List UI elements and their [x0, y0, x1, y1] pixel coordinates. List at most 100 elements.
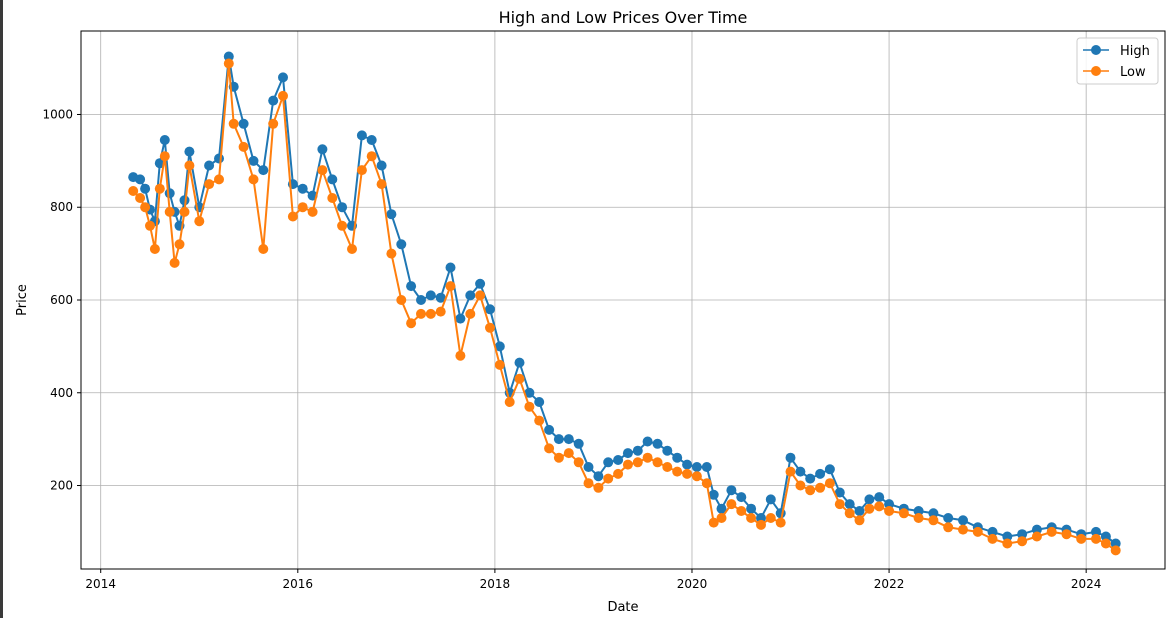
data-point-low — [583, 478, 594, 489]
x-axis: 2014 2016 2018 2020 2022 2024 — [85, 569, 1101, 591]
data-point-low — [140, 202, 151, 213]
data-point-low — [834, 499, 845, 510]
data-point-low — [435, 306, 446, 317]
data-point-low — [297, 202, 308, 213]
data-point-low — [238, 141, 249, 152]
data-point-high — [583, 462, 594, 472]
data-point-low — [898, 508, 909, 519]
x-tick-label: 2018 — [480, 577, 511, 591]
series-line-low — [132, 62, 1117, 552]
data-point-low — [765, 513, 776, 523]
data-point-low — [128, 186, 139, 196]
figure-background — [3, 0, 1174, 618]
data-point-low — [662, 462, 673, 472]
data-point-high — [524, 387, 535, 398]
data-point-low — [179, 206, 190, 217]
data-point-low — [1046, 526, 1057, 537]
data-point-low — [169, 257, 180, 268]
data-point-low — [1100, 538, 1111, 549]
data-point-low — [307, 206, 318, 217]
data-point-high — [864, 494, 875, 505]
data-point-low — [1110, 545, 1121, 556]
data-point-high — [736, 492, 747, 503]
data-point-low — [1017, 536, 1028, 547]
data-point-low — [1061, 529, 1072, 540]
data-point-high — [672, 452, 683, 463]
chart-title: High and Low Prices Over Time — [499, 8, 748, 27]
data-point-high — [593, 471, 604, 482]
data-point-low — [1031, 531, 1042, 542]
data-point-high — [544, 424, 555, 435]
data-point-high — [223, 51, 234, 62]
data-point-low — [425, 308, 436, 319]
y-tick-label: 200 — [50, 479, 73, 493]
data-point-high — [258, 165, 269, 176]
data-point-high — [726, 485, 737, 496]
legend-marker-low — [1091, 66, 1101, 76]
data-point-low — [1076, 533, 1087, 544]
data-point-high — [716, 503, 727, 514]
data-point-high — [238, 118, 249, 129]
data-point-high — [824, 464, 835, 475]
data-point-high — [785, 452, 796, 463]
data-point-low — [465, 308, 476, 319]
data-point-high — [268, 95, 279, 106]
data-point-low — [785, 466, 796, 477]
data-point-high — [1091, 526, 1101, 537]
data-point-low — [844, 508, 855, 519]
data-point-high — [815, 468, 826, 479]
data-point-low — [672, 466, 683, 477]
legend-marker-high — [1091, 45, 1101, 55]
data-point-high — [682, 459, 693, 470]
legend-label-low: Low — [1120, 65, 1146, 80]
data-point-low — [716, 513, 727, 523]
x-tick-label: 2024 — [1071, 577, 1102, 591]
data-point-high — [708, 489, 719, 500]
data-point-low — [815, 482, 826, 493]
data-point-high — [494, 341, 505, 352]
data-point-low — [874, 501, 885, 512]
data-point-low — [494, 359, 505, 370]
data-point-low — [593, 482, 604, 493]
data-point-high — [435, 292, 446, 303]
x-tick-label: 2016 — [283, 577, 314, 591]
data-point-low — [268, 118, 279, 129]
series-high — [128, 51, 1121, 549]
data-point-low — [746, 513, 757, 523]
data-point-high — [844, 499, 855, 510]
data-point-high — [563, 434, 574, 445]
data-point-high — [366, 135, 377, 145]
data-point-low — [317, 165, 328, 176]
chart-canvas: 2014 2016 2018 2020 2022 2024 200 400 600 800 100… — [3, 0, 1174, 618]
data-point-high — [987, 526, 998, 537]
data-point-high — [376, 160, 387, 171]
data-point-high — [746, 503, 757, 514]
data-point-low — [514, 373, 525, 384]
series-low — [128, 58, 1121, 556]
data-point-low — [573, 457, 584, 468]
data-point-high — [603, 457, 614, 468]
data-point-high — [485, 304, 495, 315]
data-point-low — [622, 459, 633, 470]
data-point-low — [154, 183, 165, 194]
data-point-high — [775, 508, 786, 519]
data-point-high — [475, 278, 486, 289]
data-point-high — [913, 506, 924, 516]
data-point-high — [135, 174, 146, 185]
data-point-low — [775, 517, 786, 528]
data-point-low — [913, 513, 924, 523]
data-point-low — [149, 244, 160, 254]
data-point-low — [563, 448, 574, 459]
data-point-high — [943, 513, 954, 523]
data-point-high — [248, 155, 259, 166]
data-point-high — [396, 239, 407, 250]
data-point-low — [524, 401, 535, 412]
data-point-low — [504, 397, 515, 407]
data-point-high — [553, 434, 564, 445]
data-point-high — [652, 438, 663, 449]
data-point-low — [135, 193, 146, 203]
data-point-high — [337, 202, 348, 213]
data-point-high — [465, 290, 476, 301]
x-tick-label: 2022 — [874, 577, 905, 591]
data-point-high — [455, 313, 466, 324]
